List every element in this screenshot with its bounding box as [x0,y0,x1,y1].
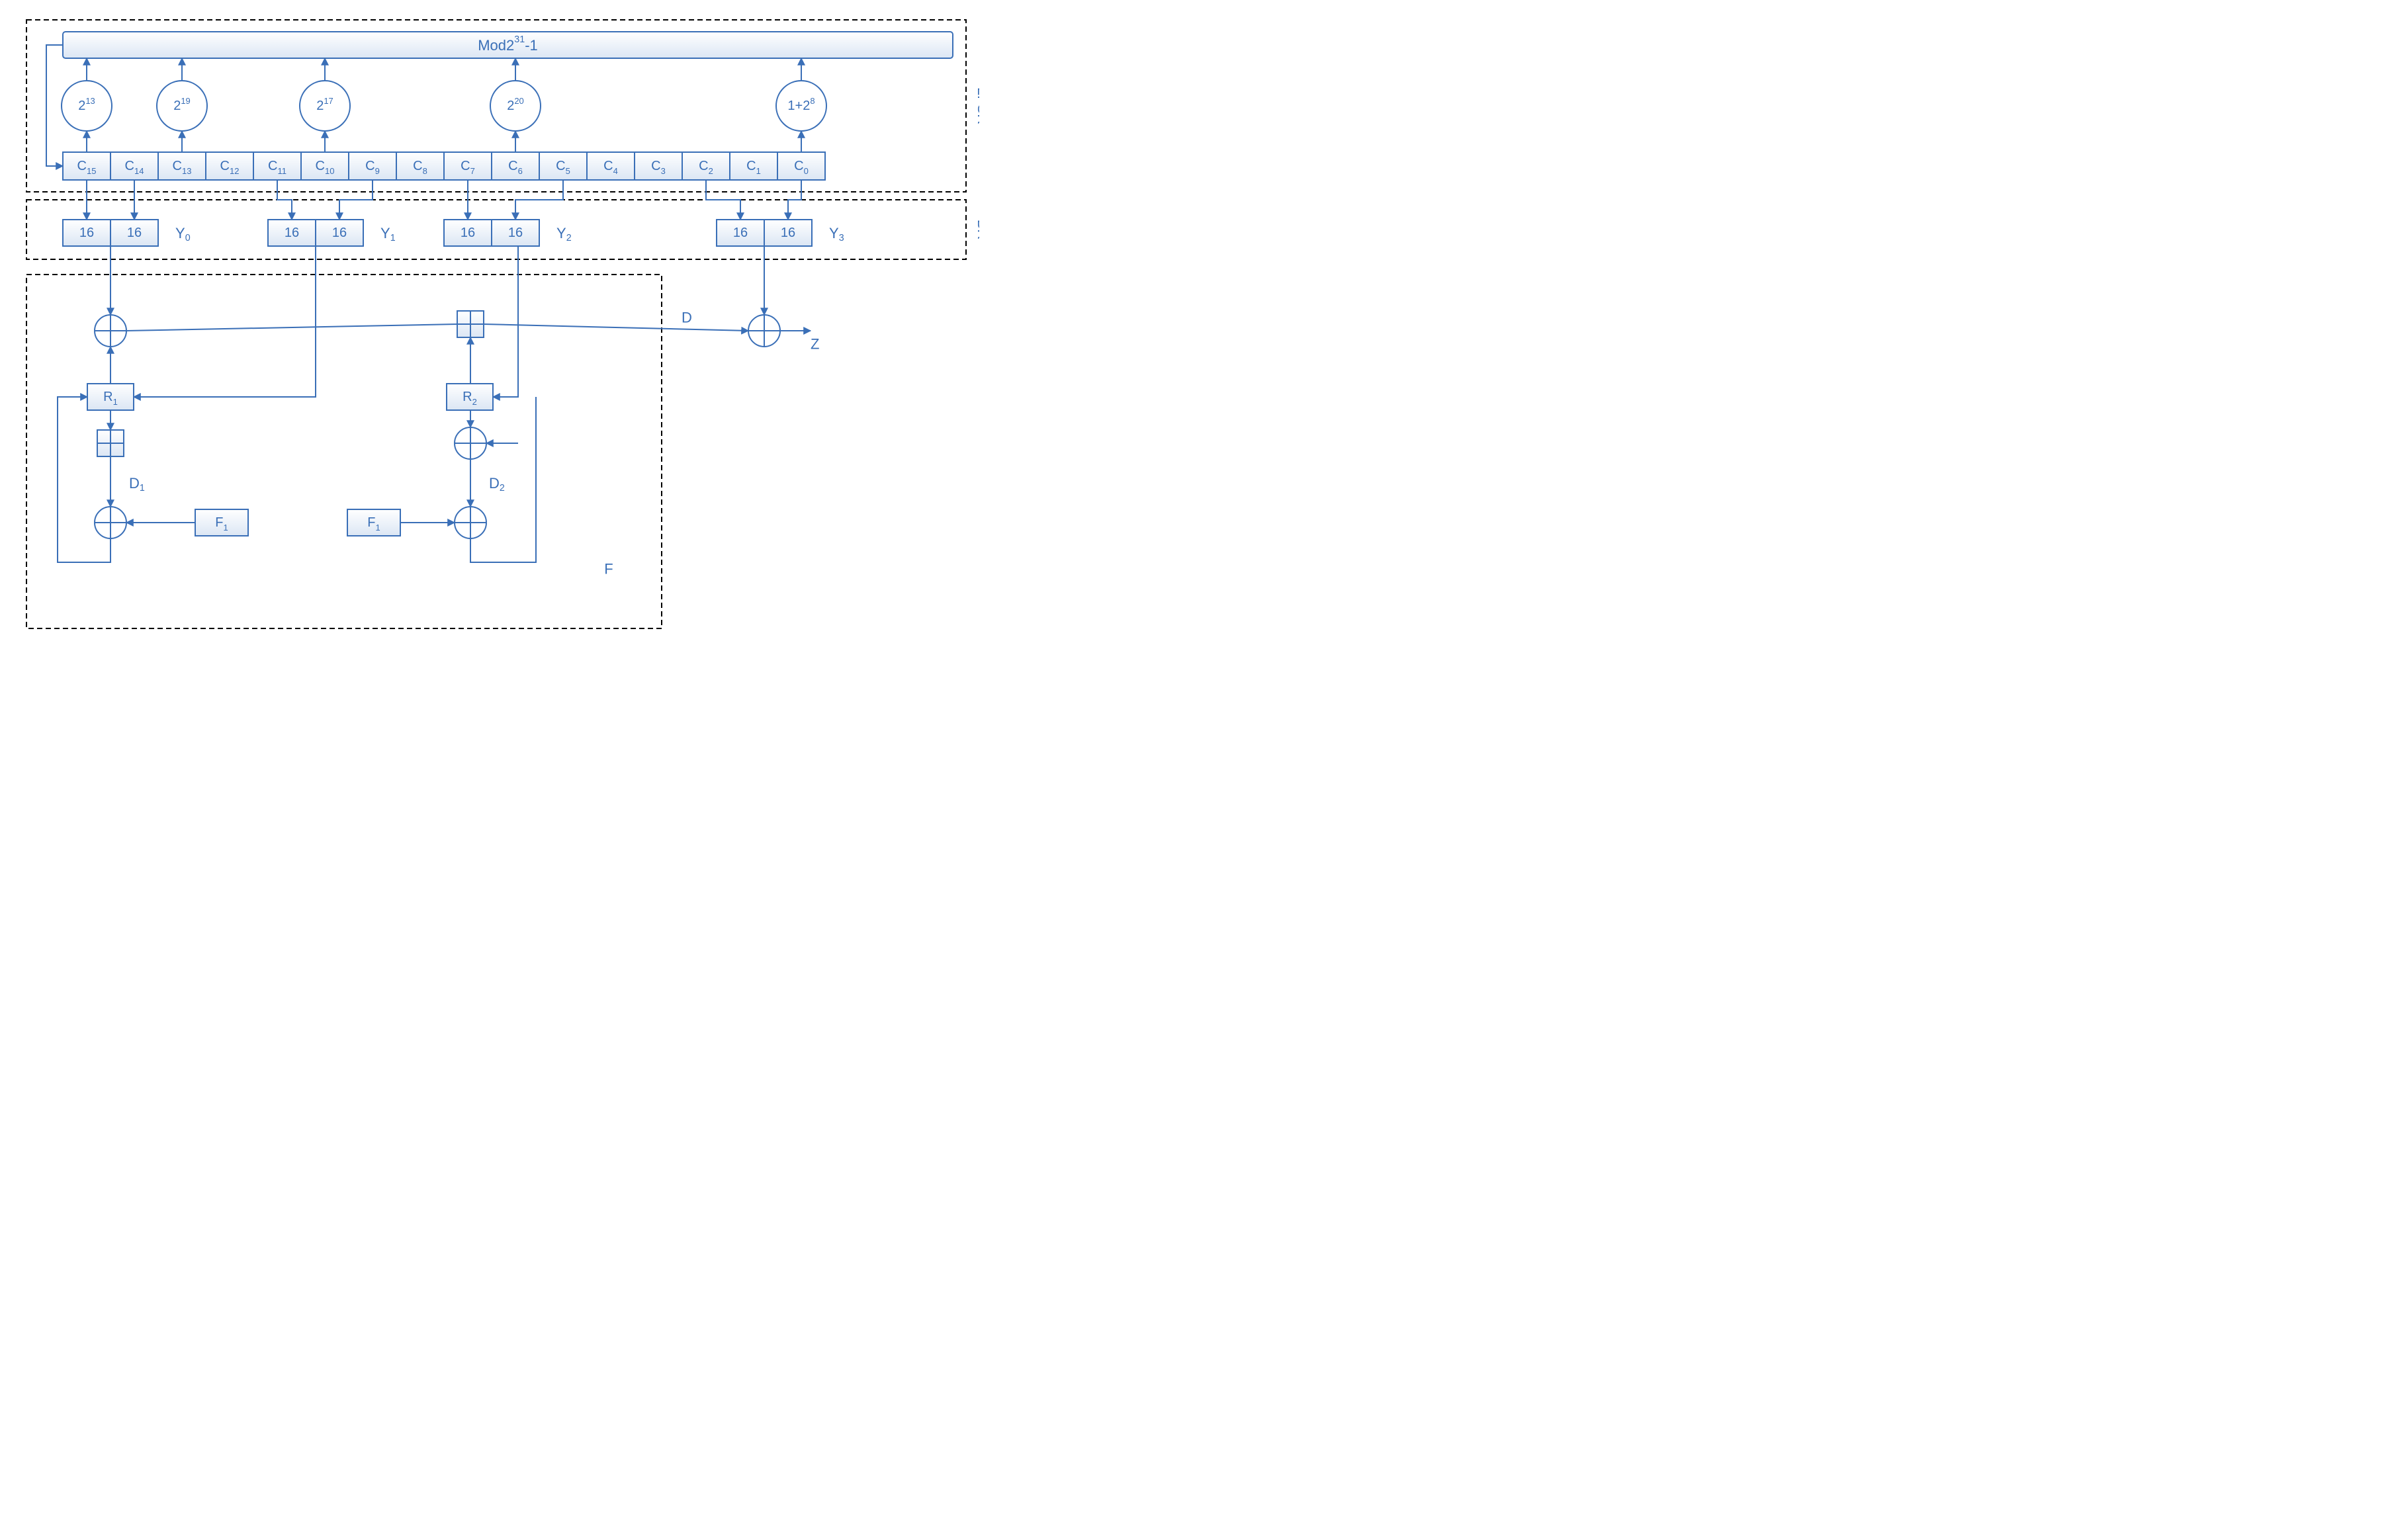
svg-text:Y0: Y0 [175,225,191,244]
tap-multiplier [300,81,350,131]
svg-text:16: 16 [285,226,299,240]
svg-text:16: 16 [79,226,94,240]
svg-text:LFSR: LFSR [975,87,979,124]
svg-text:Y2: Y2 [556,225,572,244]
svg-text:D: D [682,310,692,326]
svg-text:16: 16 [508,226,523,240]
svg-text:D2: D2 [489,475,505,494]
svg-text:Mod231-1: Mod231-1 [478,34,538,54]
svg-text:16: 16 [332,226,347,240]
svg-text:D1: D1 [129,475,145,494]
svg-text:16: 16 [461,226,475,240]
tap-multiplier [157,81,207,131]
svg-text:F: F [604,561,613,578]
cipher-diagram: LFSRMod231-1C15C14C13C12C11C10C9C8C7C6C5… [13,13,979,642]
svg-text:16: 16 [733,226,748,240]
tap-multiplier [62,81,112,131]
svg-text:BR: BR [975,220,979,240]
svg-text:Y3: Y3 [829,225,844,244]
svg-text:16: 16 [127,226,142,240]
feedback-line [46,45,63,166]
svg-text:Z: Z [811,336,819,353]
svg-text:Y1: Y1 [380,225,396,244]
tap-multiplier [490,81,541,131]
svg-text:16: 16 [781,226,795,240]
